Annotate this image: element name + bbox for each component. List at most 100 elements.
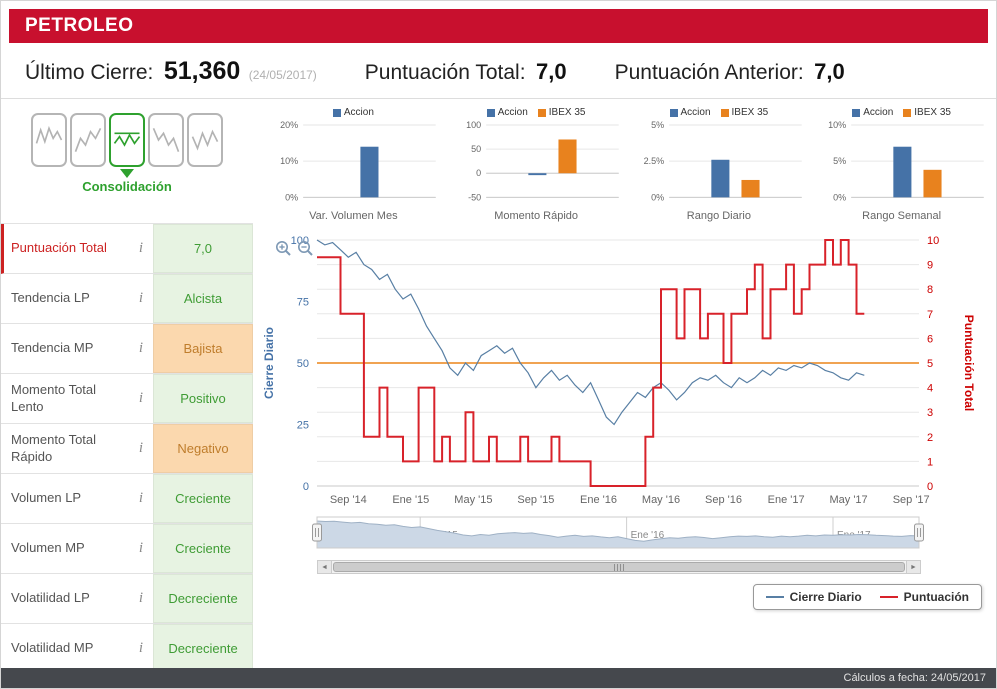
line-sample-icon — [765, 596, 784, 599]
ultimo-cierre-value: 51,360 — [163, 57, 241, 85]
legend-swatch-icon — [537, 108, 546, 117]
bar-accion[interactable] — [893, 146, 912, 198]
indicator-row: Tendencia MP i Bajista — [1, 324, 253, 374]
indicator-row: Tendencia LP i Alcista — [1, 274, 253, 324]
phase-box-1[interactable] — [31, 113, 67, 167]
svg-text:25: 25 — [297, 420, 309, 432]
svg-text:5%: 5% — [651, 120, 664, 130]
info-icon[interactable]: i — [138, 490, 144, 506]
puntuacion-line[interactable] — [317, 239, 865, 488]
legend-label: Cierre Diario — [789, 590, 862, 605]
indicator-value: Alcista — [153, 274, 253, 323]
svg-text:10%: 10% — [280, 156, 298, 166]
indicator-label: Volumen MP — [11, 540, 85, 556]
market-phase-widget: Consolidación — [1, 105, 253, 217]
info-icon[interactable]: i — [138, 590, 144, 606]
indicator-row: Momento Total Rápido i Negativo — [1, 424, 253, 474]
indicator-label: Volatilidad MP — [11, 640, 94, 656]
mini-chart-plot: 0% 2.5% 5% — [643, 120, 802, 202]
phase-box-2[interactable] — [70, 113, 106, 167]
bar-accion[interactable] — [528, 173, 547, 176]
legend-swatch-icon — [720, 108, 729, 117]
info-icon[interactable]: i — [138, 540, 144, 556]
bar-accion[interactable] — [710, 159, 729, 198]
svg-text:8: 8 — [927, 285, 933, 297]
indicator-label: Volumen LP — [11, 490, 82, 506]
scrollbar-track[interactable] — [332, 561, 906, 573]
legend-item[interactable]: IBEX 35 — [537, 107, 585, 118]
cierre-diario-line[interactable] — [316, 239, 865, 426]
market-phase-selector — [1, 113, 253, 167]
phase-arrow-icon — [120, 169, 134, 178]
scrollbar-thumb[interactable] — [333, 562, 905, 573]
indicator-label: Tendencia LP — [11, 290, 90, 306]
legend-box: Cierre Diario Puntuación — [752, 584, 982, 611]
svg-text:Ene '16: Ene '16 — [631, 530, 665, 541]
legend-item-cierre-diario[interactable]: Cierre Diario — [765, 590, 862, 605]
svg-text:7: 7 — [927, 309, 933, 321]
phase-box-5[interactable] — [187, 113, 223, 167]
bar-ibex35[interactable] — [740, 179, 760, 198]
scrollbar-right-button[interactable]: ► — [906, 561, 920, 574]
info-icon[interactable]: i — [138, 390, 144, 406]
svg-text:1: 1 — [927, 457, 933, 469]
svg-text:2: 2 — [927, 432, 933, 444]
bar-ibex35[interactable] — [923, 169, 942, 198]
phase-box-consolidacion[interactable] — [109, 113, 145, 167]
info-icon[interactable]: i — [138, 640, 144, 656]
zoom-in-button[interactable] — [275, 240, 292, 257]
mini-chart: Accion 0% 10% 20% Var. Volumen Mes — [267, 107, 440, 222]
svg-text:0%: 0% — [651, 192, 664, 202]
navigator-left-handle[interactable] — [312, 523, 322, 542]
indicator-row: Volatilidad MP i Decreciente — [1, 624, 253, 674]
svg-text:6: 6 — [927, 334, 933, 346]
phase-sparkline-icon — [35, 125, 63, 145]
svg-text:50: 50 — [297, 358, 309, 370]
app-header: PETROLEO — [9, 9, 988, 43]
phase-label: Consolidación — [82, 179, 172, 194]
footer: Cálculos a fecha: 24/05/2017 — [1, 668, 996, 688]
legend-item[interactable]: IBEX 35 — [720, 107, 768, 118]
legend-item[interactable]: Accion — [332, 107, 374, 118]
indicator-label: Puntuación Total — [11, 240, 107, 256]
info-icon[interactable]: i — [138, 340, 144, 356]
phase-sparkline-icon — [152, 128, 180, 152]
phase-box-4[interactable] — [148, 113, 184, 167]
svg-text:4: 4 — [927, 383, 933, 395]
mini-chart-title: Var. Volumen Mes — [309, 210, 398, 223]
info-icon[interactable]: i — [138, 440, 144, 456]
mini-chart-plot: 0% 5% 10% — [828, 120, 984, 202]
bar-ibex35[interactable] — [558, 139, 577, 174]
navigator-area[interactable] — [316, 520, 920, 549]
svg-text:100: 100 — [291, 235, 309, 247]
bar-accion[interactable] — [360, 146, 379, 198]
legend-item-puntuacion[interactable]: Puntuación — [879, 590, 969, 604]
main-chart: 0 25 50 75 100 0 1 2 3 4 5 6 7 8 9 10 Sep '14 Ene '15 May … — [253, 222, 996, 611]
scrollbar-left-button[interactable]: ◄ — [318, 561, 332, 574]
indicator-table: Puntuación Total i 7,0 Tendencia LP i Alcista… — [1, 223, 253, 674]
main-chart-svg[interactable]: 0 25 50 75 100 0 1 2 3 4 5 6 7 8 9 10 Sep '14 Ene '15 May … — [259, 230, 981, 510]
puntuacion-total-value: 7,0 — [535, 59, 567, 84]
legend-item[interactable]: IBEX 35 — [903, 107, 951, 118]
navigator-right-handle[interactable] — [914, 523, 924, 542]
mini-chart-legend: Accion — [267, 107, 440, 118]
svg-text:20%: 20% — [280, 120, 298, 130]
svg-text:Sep '15: Sep '15 — [517, 494, 554, 506]
info-icon[interactable]: i — [138, 290, 144, 306]
mini-chart-title: Momento Rápido — [494, 210, 579, 223]
legend-item[interactable]: Accion — [486, 107, 528, 118]
legend-item[interactable]: Accion — [852, 107, 893, 118]
info-icon[interactable]: i — [138, 240, 144, 256]
legend-item[interactable]: Accion — [669, 107, 711, 118]
indicator-row: Puntuación Total i 7,0 — [1, 224, 253, 274]
ultimo-cierre: Último Cierre: 51,360 (24/05/2017) — [25, 57, 317, 86]
svg-text:5%: 5% — [833, 156, 846, 166]
zoom-out-button[interactable] — [297, 240, 314, 257]
chart-scrollbar[interactable]: ◄ ► — [317, 560, 921, 575]
chart-legend: Cierre Diario Puntuación — [259, 584, 982, 611]
mini-chart-plot: 0% 10% 20% — [280, 120, 436, 202]
mini-charts: Accion 0% 10% 20% Var. Volumen Mes Accion IBEX… — [253, 99, 996, 222]
indicator-value: Bajista — [153, 324, 253, 373]
